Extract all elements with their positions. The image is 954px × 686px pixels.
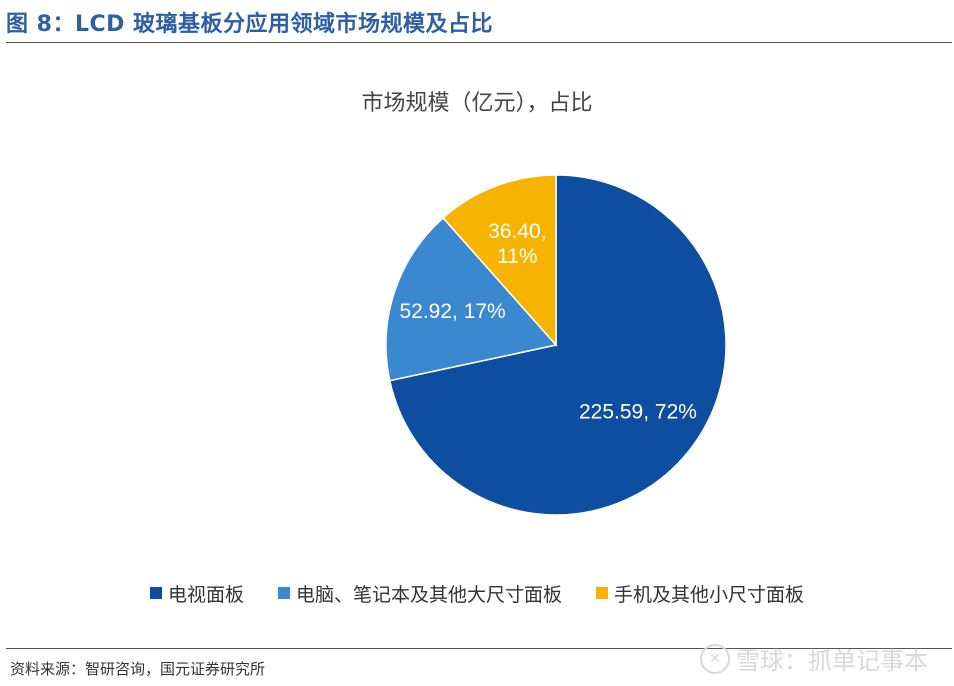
- legend-item-computer: 电脑、笔记本及其他大尺寸面板: [277, 580, 562, 607]
- legend-swatch-phone: [596, 587, 608, 599]
- legend-item-tv: 电视面板: [149, 580, 244, 607]
- pie-slice-tv: [388, 174, 727, 516]
- top-divider: [6, 42, 952, 43]
- pie-slice-phone: [442, 174, 557, 347]
- chart-legend: 电视面板 电脑、笔记本及其他大尺寸面板 手机及其他小尺寸面板: [0, 580, 954, 606]
- bottom-divider: [6, 648, 952, 649]
- figure-title: 图 8：LCD 玻璃基板分应用领域市场规模及占比: [6, 12, 494, 37]
- legend-item-phone: 手机及其他小尺寸面板: [596, 580, 804, 607]
- chart-title: 市场规模（亿元），占比: [361, 91, 593, 116]
- data-label-tv: 225.59, 72%: [579, 400, 697, 423]
- legend-label-tv: 电视面板: [167, 583, 244, 606]
- pie-slice-computer: [385, 216, 558, 382]
- data-label-computer: 52.92, 17%: [399, 300, 505, 323]
- legend-swatch-tv: [149, 587, 162, 599]
- watermark: ✕ 雪球：抓单记事本: [700, 641, 928, 676]
- watermark-text: 雪球：抓单记事本: [736, 647, 928, 675]
- data-label-phone: 36.40, 11%: [488, 220, 546, 268]
- xueqiu-logo-icon: ✕: [700, 643, 730, 674]
- legend-label-computer: 电脑、笔记本及其他大尺寸面板: [295, 583, 562, 606]
- source-note: 资料来源：智研咨询，国元证券研究所: [10, 660, 266, 678]
- legend-swatch-computer: [277, 587, 290, 599]
- legend-label-phone: 手机及其他小尺寸面板: [614, 583, 805, 606]
